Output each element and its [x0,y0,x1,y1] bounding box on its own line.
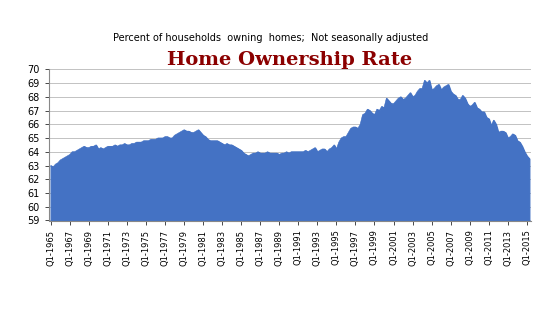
Title: Home Ownership Rate: Home Ownership Rate [167,51,412,69]
Text: Percent of households  owning  homes;  Not seasonally adjusted: Percent of households owning homes; Not … [113,33,429,43]
